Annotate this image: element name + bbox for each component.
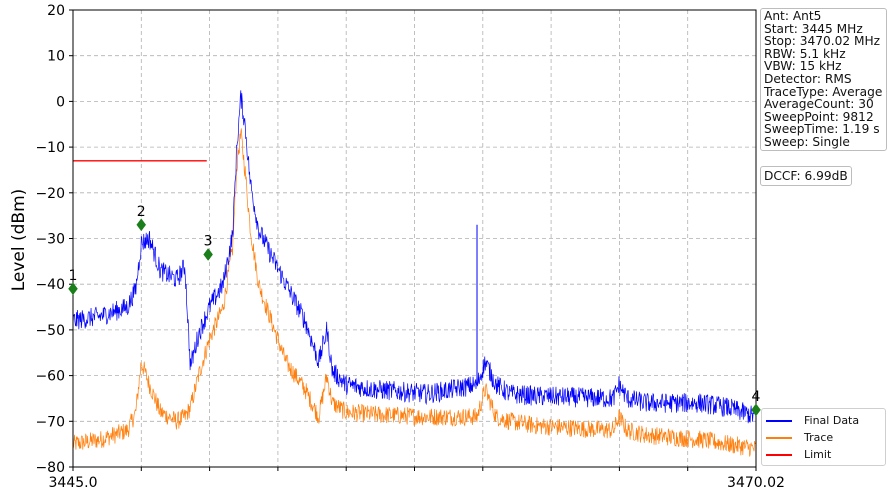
info-line: SweepPoint: 9812	[764, 109, 874, 124]
legend-label: Trace	[804, 431, 834, 444]
legend-item: Final Data	[766, 412, 881, 429]
info-line: AverageCount: 30	[764, 97, 874, 112]
info-line: Ant: Ant5	[764, 9, 822, 23]
info-line: SweepTime: 1.19 s	[764, 122, 880, 137]
legend: Final Data Trace Limit	[761, 408, 886, 466]
marker-diamond	[751, 403, 761, 417]
y-tick-label: −30	[35, 232, 65, 248]
marker-label: 4	[752, 389, 761, 405]
y-tick-label: −60	[35, 369, 65, 385]
marker-diamond	[136, 218, 147, 232]
series-group	[73, 90, 756, 457]
legend-swatch	[766, 419, 792, 422]
marker-2: 2	[136, 204, 147, 232]
legend-label: Limit	[804, 448, 832, 461]
series-trace-line	[73, 128, 756, 457]
legend-item: Limit	[766, 446, 881, 463]
info-line: RBW: 5.1 kHz	[764, 46, 846, 61]
y-tick-label: 0	[56, 94, 65, 110]
y-tick-label: −20	[35, 186, 65, 202]
measurement-info-box: Ant: Ant5 Start: 3445 MHz Stop: 3470.02 MH…	[760, 8, 887, 151]
marker-1: 1	[68, 268, 78, 296]
info-line: Sweep: Single	[764, 134, 850, 149]
marker-diamond	[203, 248, 213, 261]
info-line: Detector: RMS	[764, 71, 852, 86]
series-final-data-line	[73, 90, 756, 424]
legend-item: Trace	[766, 429, 881, 446]
x-tick-label: 3445.0	[49, 475, 98, 491]
legend-swatch	[766, 453, 792, 456]
y-tick-label: −40	[35, 277, 65, 293]
info-line: Start: 3445 MHz	[764, 21, 863, 36]
x-tick-label: 3470.02	[727, 475, 785, 491]
y-tick-label: 10	[47, 49, 65, 65]
legend-label: Final Data	[804, 414, 860, 427]
y-tick-label: −70	[35, 414, 65, 430]
info-line: Stop: 3470.02 MHz	[764, 34, 881, 49]
marker-3: 3	[203, 233, 213, 261]
y-tick-label: 20	[47, 3, 65, 19]
marker-label: 3	[204, 233, 213, 249]
dccf-value: DCCF: 6.99dB	[764, 169, 848, 183]
marker-label: 1	[69, 268, 78, 284]
marker-diamond	[68, 282, 78, 296]
y-axis-title: Level (dBm)	[9, 189, 29, 292]
y-tick-label: −80	[35, 460, 65, 476]
marker-group: 1 2 3 4	[68, 204, 761, 417]
y-tick-label: −50	[35, 323, 65, 339]
marker-4: 4	[751, 389, 761, 417]
dccf-box: DCCF: 6.99dB	[760, 166, 852, 186]
y-tick-label: −10	[35, 140, 65, 156]
legend-swatch	[766, 436, 792, 439]
marker-label: 2	[137, 204, 146, 220]
info-line: TraceType: Average	[764, 84, 883, 99]
info-line: VBW: 15 kHz	[764, 59, 842, 74]
